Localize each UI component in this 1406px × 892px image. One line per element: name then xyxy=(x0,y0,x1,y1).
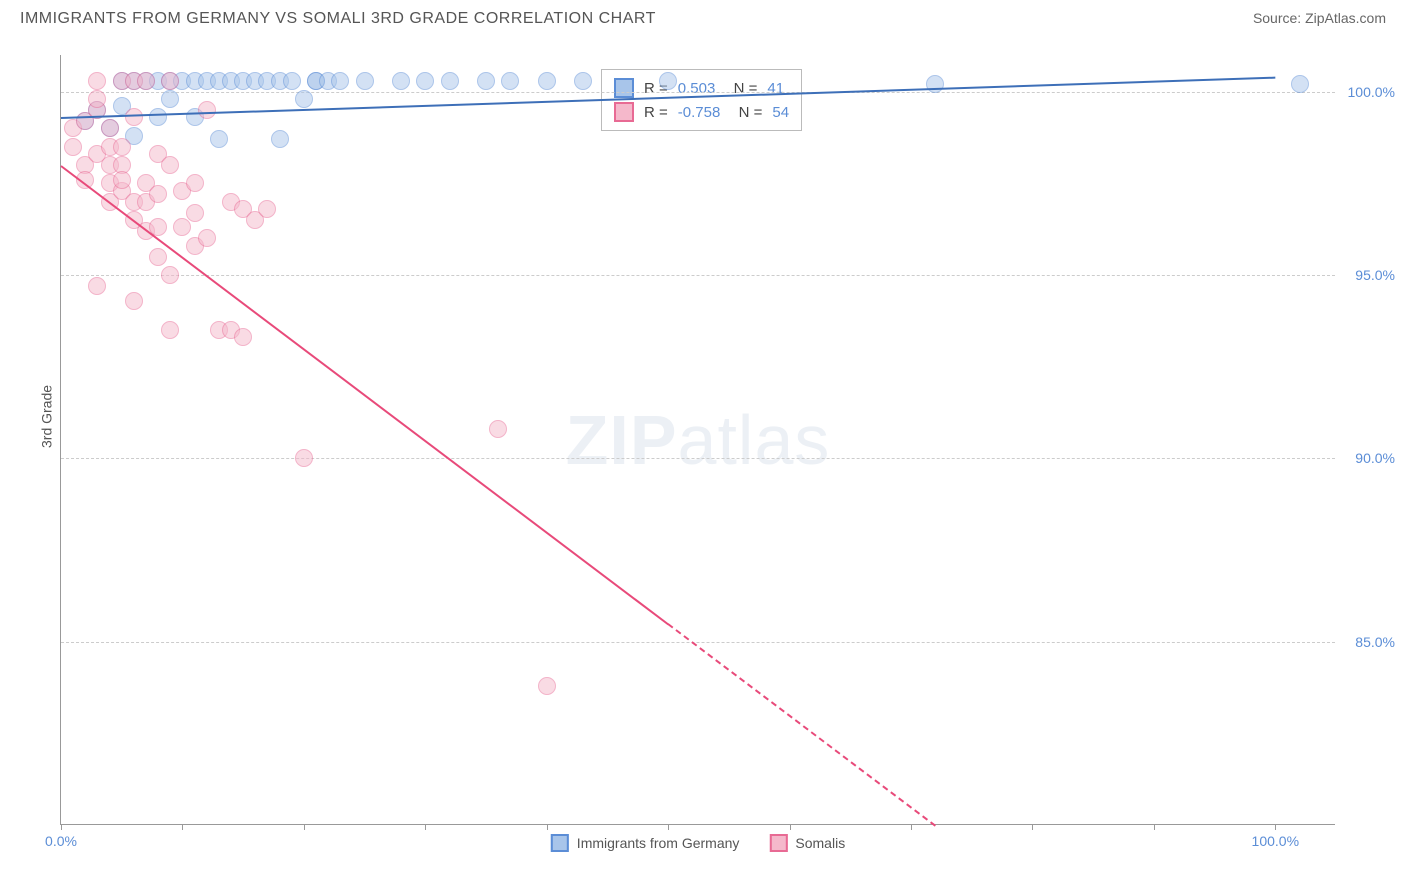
legend-swatch xyxy=(551,834,569,852)
scatter-marker xyxy=(441,72,459,90)
trendline xyxy=(668,624,936,827)
stats-n-label: N = xyxy=(730,104,762,121)
scatter-marker xyxy=(258,200,276,218)
y-tick-label: 100.0% xyxy=(1348,84,1395,100)
x-tick xyxy=(790,824,791,830)
watermark: ZIPatlas xyxy=(566,400,831,480)
scatter-marker xyxy=(659,72,677,90)
stats-r-label: R = xyxy=(644,104,668,121)
scatter-marker xyxy=(173,218,191,236)
scatter-marker xyxy=(88,277,106,295)
x-tick xyxy=(1032,824,1033,830)
trendline xyxy=(60,165,668,625)
scatter-marker xyxy=(926,75,944,93)
x-tick-label: 100.0% xyxy=(1252,833,1299,849)
legend-item: Somalis xyxy=(769,834,845,852)
scatter-marker xyxy=(161,72,179,90)
scatter-marker xyxy=(1291,75,1309,93)
scatter-marker xyxy=(64,138,82,156)
scatter-marker xyxy=(149,185,167,203)
scatter-marker xyxy=(198,101,216,119)
legend-item: Immigrants from Germany xyxy=(551,834,740,852)
scatter-marker xyxy=(392,72,410,90)
x-tick xyxy=(304,824,305,830)
x-tick xyxy=(182,824,183,830)
plot-area: ZIPatlas R =0.503 N =41R =-0.758 N =54 I… xyxy=(60,55,1335,825)
scatter-marker xyxy=(331,72,349,90)
scatter-marker xyxy=(101,119,119,137)
x-tick xyxy=(1275,824,1276,830)
scatter-marker xyxy=(161,90,179,108)
scatter-marker xyxy=(574,72,592,90)
chart-legend: Immigrants from Germany Somalis xyxy=(551,834,845,852)
source-attribution: Source: ZipAtlas.com xyxy=(1253,10,1386,28)
scatter-marker xyxy=(295,90,313,108)
y-axis-label: 3rd Grade xyxy=(39,385,55,448)
scatter-marker xyxy=(125,108,143,126)
scatter-marker xyxy=(477,72,495,90)
gridline-horizontal xyxy=(61,458,1335,459)
stats-row: R = -0.758 N = 54 xyxy=(614,100,789,124)
scatter-marker xyxy=(234,328,252,346)
legend-label: Immigrants from Germany xyxy=(577,835,740,851)
gridline-horizontal xyxy=(61,92,1335,93)
scatter-marker xyxy=(210,130,228,148)
scatter-marker xyxy=(198,229,216,247)
scatter-marker xyxy=(137,72,155,90)
gridline-horizontal xyxy=(61,642,1335,643)
chart-header: IMMIGRANTS FROM GERMANY VS SOMALI 3RD GR… xyxy=(0,0,1406,38)
scatter-marker xyxy=(295,449,313,467)
scatter-marker xyxy=(161,156,179,174)
scatter-marker xyxy=(113,171,131,189)
legend-swatch xyxy=(769,834,787,852)
stats-swatch xyxy=(614,102,634,122)
scatter-marker xyxy=(538,72,556,90)
scatter-marker xyxy=(283,72,301,90)
scatter-marker xyxy=(538,677,556,695)
x-tick-label: 0.0% xyxy=(45,833,77,849)
x-tick xyxy=(1154,824,1155,830)
scatter-marker xyxy=(88,90,106,108)
scatter-marker xyxy=(489,420,507,438)
x-tick xyxy=(911,824,912,830)
x-tick xyxy=(61,824,62,830)
y-tick-label: 95.0% xyxy=(1355,267,1395,283)
stats-n-value: 54 xyxy=(772,104,789,121)
stats-swatch xyxy=(614,78,634,98)
x-tick xyxy=(425,824,426,830)
scatter-marker xyxy=(356,72,374,90)
y-tick-label: 85.0% xyxy=(1355,634,1395,650)
chart-title: IMMIGRANTS FROM GERMANY VS SOMALI 3RD GR… xyxy=(20,10,656,28)
stats-r-value: 0.503 xyxy=(678,80,716,97)
scatter-marker xyxy=(149,248,167,266)
scatter-marker xyxy=(161,321,179,339)
scatter-marker xyxy=(88,72,106,90)
gridline-horizontal xyxy=(61,275,1335,276)
scatter-marker xyxy=(271,130,289,148)
scatter-marker xyxy=(149,108,167,126)
chart-container: 3rd Grade ZIPatlas R =0.503 N =41R =-0.7… xyxy=(50,45,1386,835)
scatter-marker xyxy=(161,266,179,284)
scatter-marker xyxy=(186,204,204,222)
scatter-marker xyxy=(186,174,204,192)
x-tick xyxy=(547,824,548,830)
stats-r-value: -0.758 xyxy=(678,104,721,121)
x-tick xyxy=(668,824,669,830)
legend-label: Somalis xyxy=(795,835,845,851)
y-tick-label: 90.0% xyxy=(1355,450,1395,466)
scatter-marker xyxy=(125,292,143,310)
scatter-marker xyxy=(113,138,131,156)
scatter-marker xyxy=(501,72,519,90)
scatter-marker xyxy=(416,72,434,90)
